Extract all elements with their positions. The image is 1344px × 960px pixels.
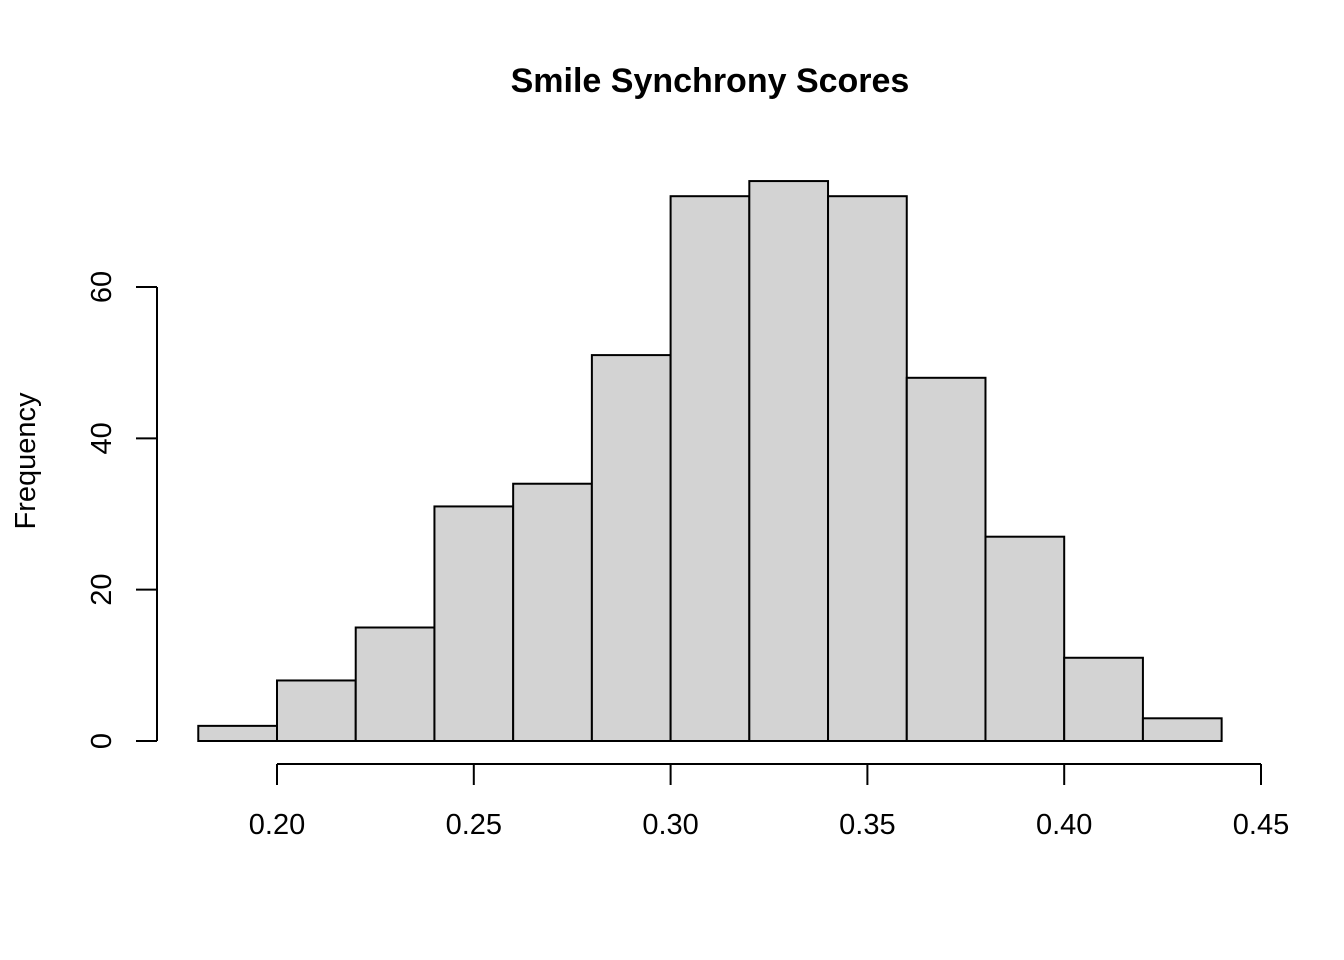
y-tick-label-1: 20 xyxy=(86,574,118,606)
histogram-bar-7 xyxy=(748,180,830,743)
x-tick-label-5: 0.45 xyxy=(1233,809,1289,841)
y-tick-label-0: 0 xyxy=(86,733,118,749)
histogram-bar-2 xyxy=(354,626,436,742)
histogram-bar-1 xyxy=(276,679,357,743)
x-tick-label-4: 0.40 xyxy=(1036,809,1092,841)
x-tick-label-2: 0.30 xyxy=(642,809,698,841)
bars-group xyxy=(197,180,1223,743)
x-axis: 0.20 0.25 0.30 0.35 0.40 0.45 xyxy=(249,763,1289,841)
histogram-bar-9 xyxy=(905,376,987,742)
y-tick-label-3: 60 xyxy=(86,271,118,303)
histogram-bar-12 xyxy=(1141,717,1223,742)
histogram-bar-8 xyxy=(827,195,908,742)
histogram-bar-0 xyxy=(197,724,278,742)
histogram-bar-5 xyxy=(590,354,672,742)
histogram-bar-6 xyxy=(669,195,751,742)
chart-title: Smile Synchrony Scores xyxy=(511,62,910,100)
y-axis-label: Frequency xyxy=(10,392,42,530)
x-tick-label-0: 0.20 xyxy=(249,809,305,841)
x-tick-label-3: 0.35 xyxy=(839,809,895,841)
x-tick-label-1: 0.25 xyxy=(446,809,502,841)
histogram-bar-3 xyxy=(433,505,515,742)
histogram-bar-4 xyxy=(512,482,593,742)
y-tick-label-2: 40 xyxy=(86,422,118,454)
y-axis: 0 20 40 60 xyxy=(86,271,158,749)
histogram-bar-10 xyxy=(984,535,1066,743)
histogram-bar-11 xyxy=(1063,656,1144,742)
